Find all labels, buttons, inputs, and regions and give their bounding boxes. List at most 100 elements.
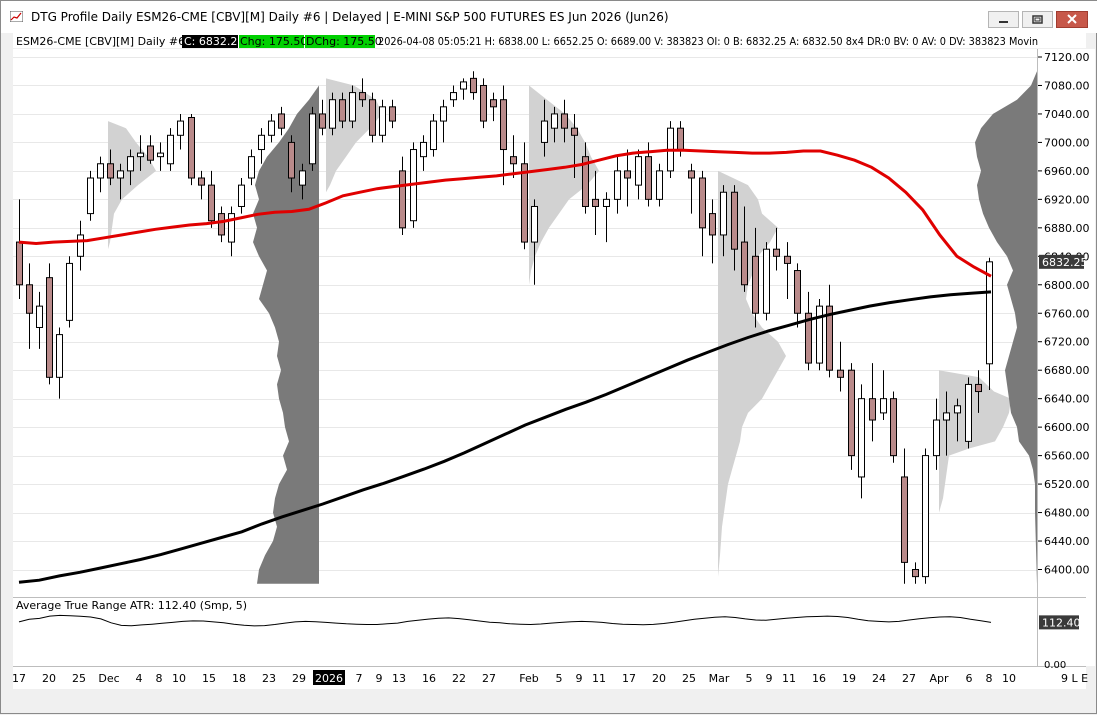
candle[interactable]: [709, 199, 716, 264]
candle[interactable]: [56, 327, 63, 399]
atr-panel[interactable]: [13, 598, 1037, 666]
candle[interactable]: [369, 92, 376, 143]
candle[interactable]: [309, 106, 316, 171]
candle[interactable]: [107, 149, 114, 186]
candle[interactable]: [46, 263, 53, 385]
candle[interactable]: [521, 142, 528, 250]
price-panel[interactable]: [13, 49, 1037, 597]
candle[interactable]: [349, 85, 356, 129]
candle[interactable]: [510, 135, 517, 179]
candle[interactable]: [773, 227, 780, 271]
candle[interactable]: [880, 370, 887, 421]
candle[interactable]: [339, 92, 346, 129]
candle[interactable]: [117, 163, 124, 200]
restore-icon: [1032, 15, 1043, 24]
candle[interactable]: [763, 242, 770, 321]
candle[interactable]: [603, 192, 610, 243]
candle[interactable]: [541, 99, 548, 157]
candle[interactable]: [805, 291, 812, 371]
window-title: DTG Profile Daily ESM26-CME [CBV][M] Dai…: [31, 10, 669, 24]
candle[interactable]: [848, 363, 855, 470]
candle[interactable]: [500, 85, 507, 186]
candle[interactable]: [816, 299, 823, 371]
candle[interactable]: [592, 170, 599, 235]
candle[interactable]: [890, 391, 897, 463]
candle[interactable]: [66, 256, 73, 328]
candle[interactable]: [582, 142, 589, 214]
candle[interactable]: [826, 284, 833, 378]
candle[interactable]: [127, 149, 134, 186]
candle[interactable]: [986, 257, 993, 390]
candle[interactable]: [624, 149, 631, 207]
candle[interactable]: [869, 363, 876, 442]
candle[interactable]: [238, 178, 245, 214]
candle[interactable]: [26, 263, 33, 349]
candle[interactable]: [460, 78, 467, 100]
candle[interactable]: [248, 149, 255, 186]
candle[interactable]: [218, 206, 225, 243]
candle[interactable]: [688, 163, 695, 214]
candle[interactable]: [531, 199, 538, 285]
candle[interactable]: [198, 170, 205, 200]
candle[interactable]: [299, 163, 306, 200]
candle[interactable]: [319, 99, 326, 136]
candle[interactable]: [77, 220, 84, 271]
candle[interactable]: [656, 163, 663, 207]
candle[interactable]: [551, 106, 558, 143]
candle[interactable]: [720, 185, 727, 257]
candle[interactable]: [288, 135, 295, 193]
candle[interactable]: [912, 562, 919, 584]
close-button[interactable]: [1056, 11, 1088, 28]
minimize-button[interactable]: [988, 11, 1019, 28]
candle[interactable]: [147, 135, 154, 164]
candle[interactable]: [837, 341, 844, 392]
candle[interactable]: [901, 448, 908, 584]
candle[interactable]: [430, 113, 437, 157]
candle[interactable]: [965, 377, 972, 449]
candle[interactable]: [87, 170, 94, 221]
candle[interactable]: [36, 291, 43, 349]
candle[interactable]: [490, 92, 497, 122]
candle[interactable]: [784, 242, 791, 300]
candle[interactable]: [858, 384, 865, 499]
axis-corner-label[interactable]: 9 L E: [1061, 672, 1088, 685]
candle[interactable]: [228, 206, 235, 257]
candle[interactable]: [137, 135, 144, 171]
candle[interactable]: [975, 370, 982, 413]
candle[interactable]: [699, 170, 706, 257]
candle[interactable]: [379, 99, 386, 143]
candle[interactable]: [399, 156, 406, 235]
candle[interactable]: [97, 156, 104, 193]
candle[interactable]: [794, 263, 801, 328]
candle[interactable]: [943, 391, 950, 456]
candle[interactable]: [208, 170, 215, 228]
candle[interactable]: [470, 71, 477, 100]
candle[interactable]: [440, 99, 447, 143]
candle[interactable]: [731, 185, 738, 271]
candle[interactable]: [571, 113, 578, 179]
candle[interactable]: [420, 135, 427, 171]
candle[interactable]: [157, 142, 164, 171]
candle[interactable]: [359, 78, 366, 107]
candle[interactable]: [561, 99, 568, 143]
candle[interactable]: [177, 113, 184, 150]
restore-button[interactable]: [1022, 11, 1053, 28]
candle[interactable]: [450, 85, 457, 107]
candle[interactable]: [329, 92, 336, 136]
candle[interactable]: [278, 106, 285, 136]
title-bar[interactable]: DTG Profile Daily ESM26-CME [CBV][M] Dai…: [1, 1, 1097, 33]
candle[interactable]: [614, 156, 621, 214]
candle[interactable]: [752, 227, 759, 328]
candle[interactable]: [954, 398, 961, 442]
candle[interactable]: [922, 448, 929, 584]
candle[interactable]: [933, 398, 940, 470]
candle[interactable]: [167, 128, 174, 171]
candle[interactable]: [188, 113, 195, 186]
candle[interactable]: [258, 128, 265, 164]
candle[interactable]: [480, 78, 487, 129]
candle[interactable]: [635, 149, 642, 200]
candle[interactable]: [268, 113, 275, 143]
candle[interactable]: [389, 99, 396, 129]
candle[interactable]: [741, 206, 748, 292]
